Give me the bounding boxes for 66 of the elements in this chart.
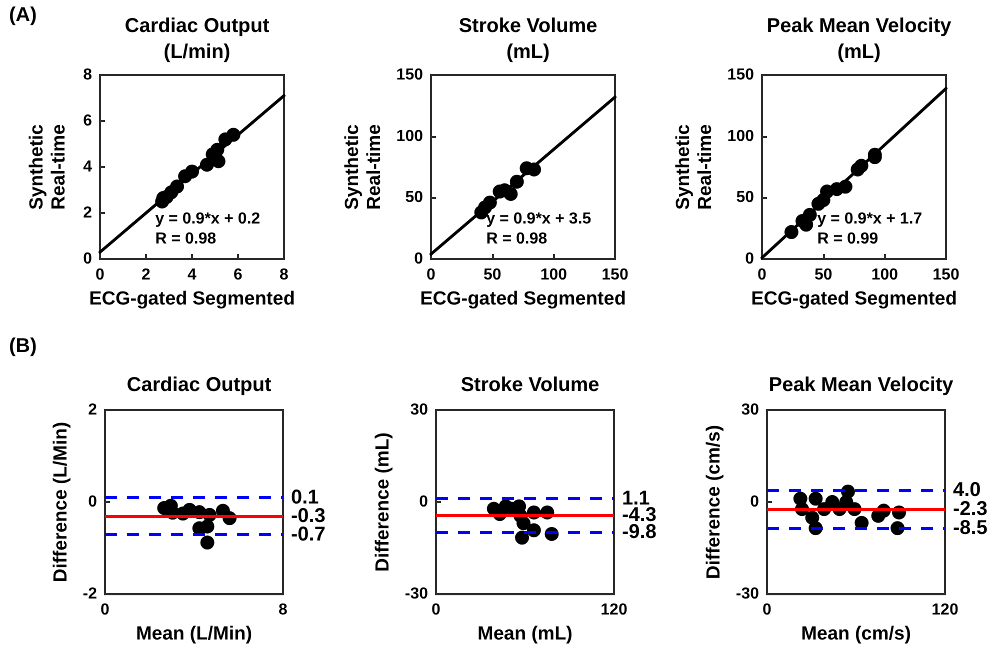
y-tick-label: 30	[741, 402, 760, 418]
y-axis-title: Synthetic Real-time	[672, 124, 716, 210]
x-axis-title: ECG-gated Segmented	[751, 288, 957, 310]
ref-line-label: -9.8	[622, 521, 656, 544]
y-tick-label: -2	[82, 586, 98, 603]
chart-subtitle: (B)	[9, 335, 37, 357]
x-tick-label: 0	[432, 602, 441, 619]
y-tick-label: 2	[83, 204, 92, 222]
y-tick-label: 0	[750, 494, 760, 511]
x-axis-title: ECG-gated Segmented	[420, 288, 626, 310]
x-tick-label: 6	[234, 266, 243, 284]
x-tick-label: 100	[871, 266, 898, 284]
y-tick-label: 100	[727, 128, 754, 145]
x-tick-label: 0	[100, 602, 110, 619]
x-tick-label: 120	[600, 602, 628, 619]
y-axis-title: Difference (L/Min)	[50, 422, 72, 582]
x-tick-label: 8	[278, 602, 288, 619]
x-tick-label: 150	[602, 266, 628, 284]
chart-title: Peak Mean Velocity (mL)	[766, 15, 952, 63]
x-tick-label: 8	[280, 266, 289, 284]
x-tick-label: 120	[932, 602, 958, 619]
y-tick-label: 0	[83, 250, 92, 268]
chart-subtitle: (A)	[9, 4, 37, 26]
y-axis-title: Synthetic Real-time	[26, 124, 70, 210]
y-axis-title: Difference (cm/s)	[703, 424, 724, 580]
chart-title: Cardiac Output (L/min)	[124, 15, 270, 63]
y-tick-label: 50	[736, 189, 754, 206]
y-axis-title: Synthetic Real-time	[342, 124, 385, 210]
y-tick-label: 8	[83, 66, 92, 84]
x-tick-label: 100	[540, 266, 568, 284]
y-tick-label: 100	[396, 128, 424, 145]
y-tick-label: 0	[88, 494, 98, 511]
x-axis-title: Mean (L/Min)	[136, 624, 252, 644]
x-axis-title: ECG-gated Segmented	[89, 288, 295, 310]
chart-title: Cardiac Output	[126, 374, 272, 396]
annotation: y = 0.9*x + 0.2	[155, 210, 260, 228]
y-axis-title: Difference (mL)	[372, 432, 394, 572]
y-tick-label: 150	[396, 66, 424, 84]
chart-title: Peak Mean Velocity	[768, 374, 954, 396]
x-axis-title: Mean (mL)	[478, 624, 572, 644]
x-tick-label: 0	[762, 602, 772, 619]
y-tick-label: 6	[83, 112, 92, 130]
y-tick-label: 4	[83, 158, 92, 176]
y-tick-label: -30	[404, 586, 428, 603]
y-tick-label: 2	[88, 402, 98, 418]
y-tick-label: 0	[414, 250, 424, 268]
x-tick-label: 2	[142, 266, 151, 284]
y-tick-label: 30	[410, 402, 428, 418]
y-tick-label: -30	[736, 586, 760, 603]
y-tick-label: 50	[405, 189, 424, 206]
x-tick-label: 4	[188, 266, 197, 284]
y-tick-label: 150	[727, 66, 754, 84]
annotation: R = 0.98	[155, 230, 216, 248]
x-tick-label: 50	[483, 266, 502, 284]
annotation: R = 0.98	[486, 230, 548, 248]
x-tick-label: 150	[932, 266, 960, 284]
y-tick-label: 0	[745, 250, 754, 268]
annotation: y = 0.9*x + 1.7	[817, 210, 922, 228]
x-axis-title: Mean (cm/s)	[801, 624, 911, 644]
x-tick-label: 50	[814, 266, 832, 284]
y-tick-label: 0	[419, 494, 428, 511]
ref-line-label: 4.0	[953, 478, 981, 501]
annotation: R = 0.99	[817, 230, 878, 248]
chart-title: Stroke Volume (mL)	[458, 15, 598, 63]
chart-title: Stroke Volume	[460, 374, 600, 396]
annotation: y = 0.9*x + 3.5	[486, 210, 592, 228]
